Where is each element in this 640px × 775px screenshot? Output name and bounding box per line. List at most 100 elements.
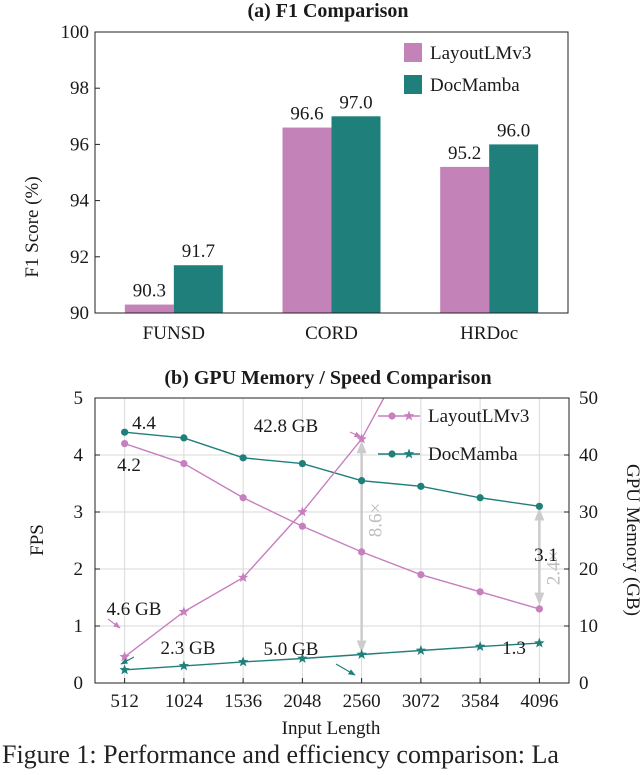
- y-right-tick-label: 50: [579, 388, 598, 409]
- point-docmamba-memory: [356, 649, 367, 659]
- x-tick-label: 1536: [224, 691, 262, 712]
- x-tick-label: 3072: [402, 691, 440, 712]
- chart-a-bars: [124, 116, 539, 313]
- gpu-speed-line-chart: (b) GPU Memory / Speed Comparison 0 1 2 3 4 5…: [27, 108, 640, 739]
- bar-layoutlmv3-cord: [282, 127, 332, 313]
- chart-b-title: (b) GPU Memory / Speed Comparison: [164, 367, 491, 389]
- bar-value-label: 91.7: [182, 241, 215, 262]
- point-docmamba-memory: [474, 641, 486, 651]
- arrow-mem-layout-start: [107, 618, 121, 629]
- point-layoutlmv3-memory: [416, 324, 426, 334]
- f1-bar-chart: (a) F1 Comparison F1 Score (%) 909294969…: [22, 0, 569, 344]
- point-docmamba-fps: [417, 482, 425, 490]
- point-docmamba-fps: [180, 434, 188, 442]
- chart-b-annotations: 4.4 4.2 3.1 1.3 4.6 GB 2.3 GB 42.8 GB 5.…: [107, 413, 558, 676]
- chart-b-frame: [94, 397, 570, 684]
- point-layoutlmv3-fps: [298, 522, 306, 530]
- bar-value-label: 96.6: [290, 104, 323, 125]
- point-layoutlmv3-memory: [356, 433, 367, 444]
- point-docmamba-fps: [239, 454, 247, 462]
- ratio-label-memory: 8.6×: [366, 503, 387, 537]
- point-layoutlmv3-fps: [180, 459, 188, 468]
- point-layoutlmv3-memory: [178, 606, 190, 617]
- y-tick-label: 96: [70, 134, 89, 155]
- bar-docmamba-hrdoc: [489, 144, 539, 313]
- point-docmamba-memory: [178, 660, 190, 671]
- arrow-mem-layout-mid: [349, 431, 362, 438]
- bar-value-label: 90.3: [133, 281, 166, 302]
- y-right-tick-label: 10: [579, 616, 598, 637]
- x-tick-label: 3584: [461, 691, 500, 712]
- chart-b-series: [119, 108, 545, 675]
- chart-b-y-right-label: GPU Memory (GB): [622, 464, 640, 616]
- bar-docmamba-funsd: [173, 265, 223, 313]
- figure: (a) F1 Comparison F1 Score (%) 909294969…: [22, 0, 640, 739]
- point-layoutlmv3-fps: [535, 605, 543, 613]
- legend-swatch-layoutlmv3: [404, 43, 422, 62]
- point-layoutlmv3-memory: [237, 572, 249, 582]
- y-left-tick-label: 5: [74, 388, 84, 409]
- point-docmamba-fps: [535, 502, 543, 510]
- legend-label: DocMamba: [428, 444, 518, 465]
- legend-label-layoutlmv3: LayoutLMv3: [430, 43, 531, 64]
- point-docmamba-memory: [237, 656, 249, 667]
- bar-docmamba-cord: [331, 116, 381, 313]
- point-layoutlmv3-memory: [119, 651, 130, 662]
- chart-b-y-right-ticks: 0 10 20 30 40 50: [564, 388, 598, 694]
- annot-fps-layout-end: 1.3: [502, 638, 526, 659]
- bar-value-label: 96.0: [497, 120, 530, 141]
- x-tick-label: CORD: [305, 323, 358, 344]
- legend-star-marker: [403, 448, 415, 459]
- chart-a-frame: [94, 31, 569, 314]
- y-tick-label: 90: [70, 303, 89, 324]
- point-layoutlmv3-memory: [534, 108, 544, 118]
- point-layoutlmv3-fps: [239, 494, 247, 502]
- x-tick-label: 4096: [520, 691, 558, 712]
- chart-a-legend: LayoutLMv3 DocMamba: [404, 43, 531, 96]
- y-left-tick-label: 3: [74, 502, 84, 523]
- chart-a-title: (a) F1 Comparison: [247, 0, 408, 22]
- x-tick-label: 1024: [165, 691, 204, 712]
- arrow-mem-docmamba-start: [120, 656, 135, 665]
- legend-label: LayoutLMv3: [428, 406, 529, 427]
- point-docmamba-memory: [297, 652, 308, 663]
- annot-fps-layout-start: 4.2: [117, 455, 141, 476]
- y-right-tick-label: 0: [579, 673, 589, 694]
- point-docmamba-fps: [358, 477, 366, 485]
- point-layoutlmv3-fps: [476, 588, 484, 596]
- chart-b-y-left-label: FPS: [27, 524, 48, 556]
- chart-a-y-label: F1 Score (%): [22, 176, 43, 277]
- x-tick-label: 2560: [343, 691, 381, 712]
- legend-circle-marker: [388, 412, 396, 420]
- annot-mem-docmamba-mid: 5.0 GB: [264, 639, 319, 660]
- y-tick-label: 98: [70, 78, 89, 99]
- point-layoutlmv3-fps: [121, 440, 129, 448]
- point-docmamba-fps: [476, 494, 484, 502]
- arrow-mem-docmamba-mid: [335, 663, 356, 676]
- ratio-label-speed: 2.4×: [543, 551, 564, 585]
- point-layoutlmv3-memory: [297, 506, 308, 517]
- y-left-tick-label: 2: [74, 559, 84, 580]
- y-tick-label: 100: [61, 22, 90, 43]
- line-layoutlmv3-fps: [124, 442, 540, 610]
- line-docmamba-memory: [124, 642, 540, 671]
- line-docmamba-fps: [124, 431, 540, 507]
- y-right-tick-label: 30: [579, 502, 598, 523]
- line-layoutlmv3-memory: [124, 398, 385, 658]
- point-docmamba-memory: [119, 664, 130, 675]
- bar-layoutlmv3-funsd: [124, 304, 174, 313]
- annot-fps-docmamba-end: 3.1: [534, 545, 558, 566]
- y-left-tick-label: 1: [74, 616, 84, 637]
- annot-mem-layout-start: 4.6 GB: [107, 599, 162, 620]
- point-layoutlmv3-fps: [358, 548, 366, 556]
- point-docmamba-fps: [298, 459, 306, 468]
- x-tick-label: HRDoc: [460, 323, 518, 344]
- x-tick-label: FUNSD: [143, 323, 205, 344]
- annot-mem-docmamba-start: 2.3 GB: [161, 638, 216, 659]
- y-left-tick-label: 4: [74, 445, 84, 466]
- y-right-tick-label: 20: [579, 559, 598, 580]
- chart-a-y-ticks: 90 92 94 96 98 100: [61, 22, 100, 324]
- bar-layoutlmv3-hrdoc: [440, 166, 490, 313]
- y-left-tick-label: 0: [74, 673, 84, 694]
- bar-value-label: 95.2: [448, 143, 481, 164]
